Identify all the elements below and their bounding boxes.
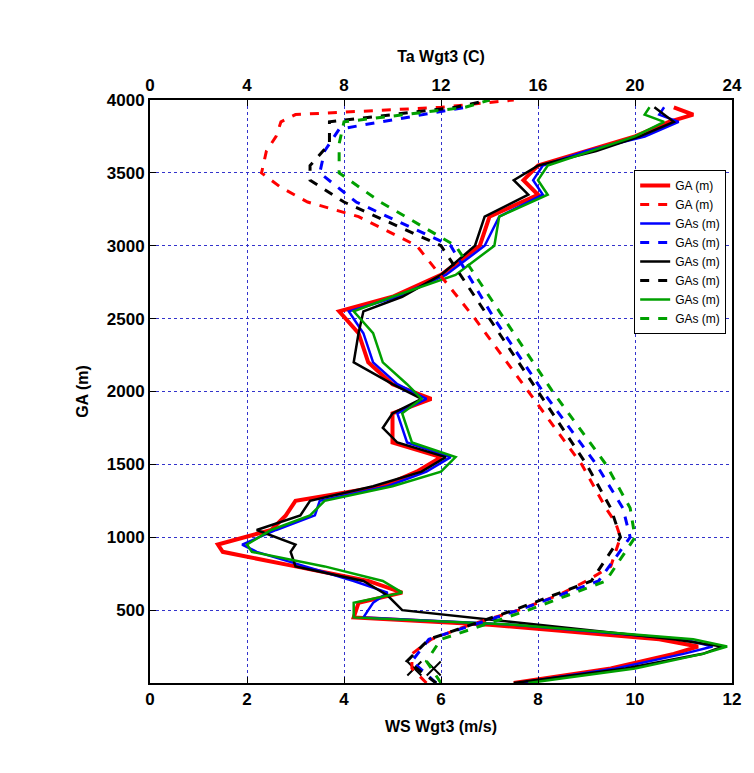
- svg-text:4: 4: [242, 76, 252, 95]
- svg-text:12: 12: [723, 690, 742, 709]
- svg-text:GAs (m): GAs (m): [675, 293, 720, 307]
- svg-text:8: 8: [339, 76, 348, 95]
- svg-text:500: 500: [116, 601, 144, 620]
- svg-text:GAs (m): GAs (m): [675, 312, 720, 326]
- svg-text:GAs (m): GAs (m): [675, 217, 720, 231]
- svg-text:24: 24: [723, 76, 742, 95]
- svg-text:GA (m): GA (m): [675, 198, 713, 212]
- svg-text:4: 4: [339, 690, 349, 709]
- svg-text:1000: 1000: [107, 528, 145, 547]
- svg-text:8: 8: [533, 690, 542, 709]
- svg-text:12: 12: [432, 76, 451, 95]
- svg-text:0: 0: [145, 690, 154, 709]
- svg-text:Ta Wgt3 (C): Ta Wgt3 (C): [397, 48, 485, 65]
- svg-text:0: 0: [145, 76, 154, 95]
- svg-text:2000: 2000: [107, 382, 145, 401]
- svg-text:2: 2: [242, 690, 251, 709]
- svg-text:1500: 1500: [107, 455, 145, 474]
- svg-text:4000: 4000: [107, 91, 145, 110]
- svg-text:GA (m): GA (m): [675, 179, 713, 193]
- svg-text:2500: 2500: [107, 310, 145, 329]
- svg-text:GAs (m): GAs (m): [675, 236, 720, 250]
- svg-text:3500: 3500: [107, 164, 145, 183]
- svg-text:WS Wgt3 (m/s): WS Wgt3 (m/s): [385, 718, 497, 735]
- svg-text:20: 20: [626, 76, 645, 95]
- svg-text:10: 10: [626, 690, 645, 709]
- svg-text:3000: 3000: [107, 237, 145, 256]
- svg-text:GAs (m): GAs (m): [675, 274, 720, 288]
- svg-text:GA (m): GA (m): [74, 365, 91, 418]
- svg-text:16: 16: [529, 76, 548, 95]
- svg-text:6: 6: [436, 690, 445, 709]
- svg-text:GAs (m): GAs (m): [675, 255, 720, 269]
